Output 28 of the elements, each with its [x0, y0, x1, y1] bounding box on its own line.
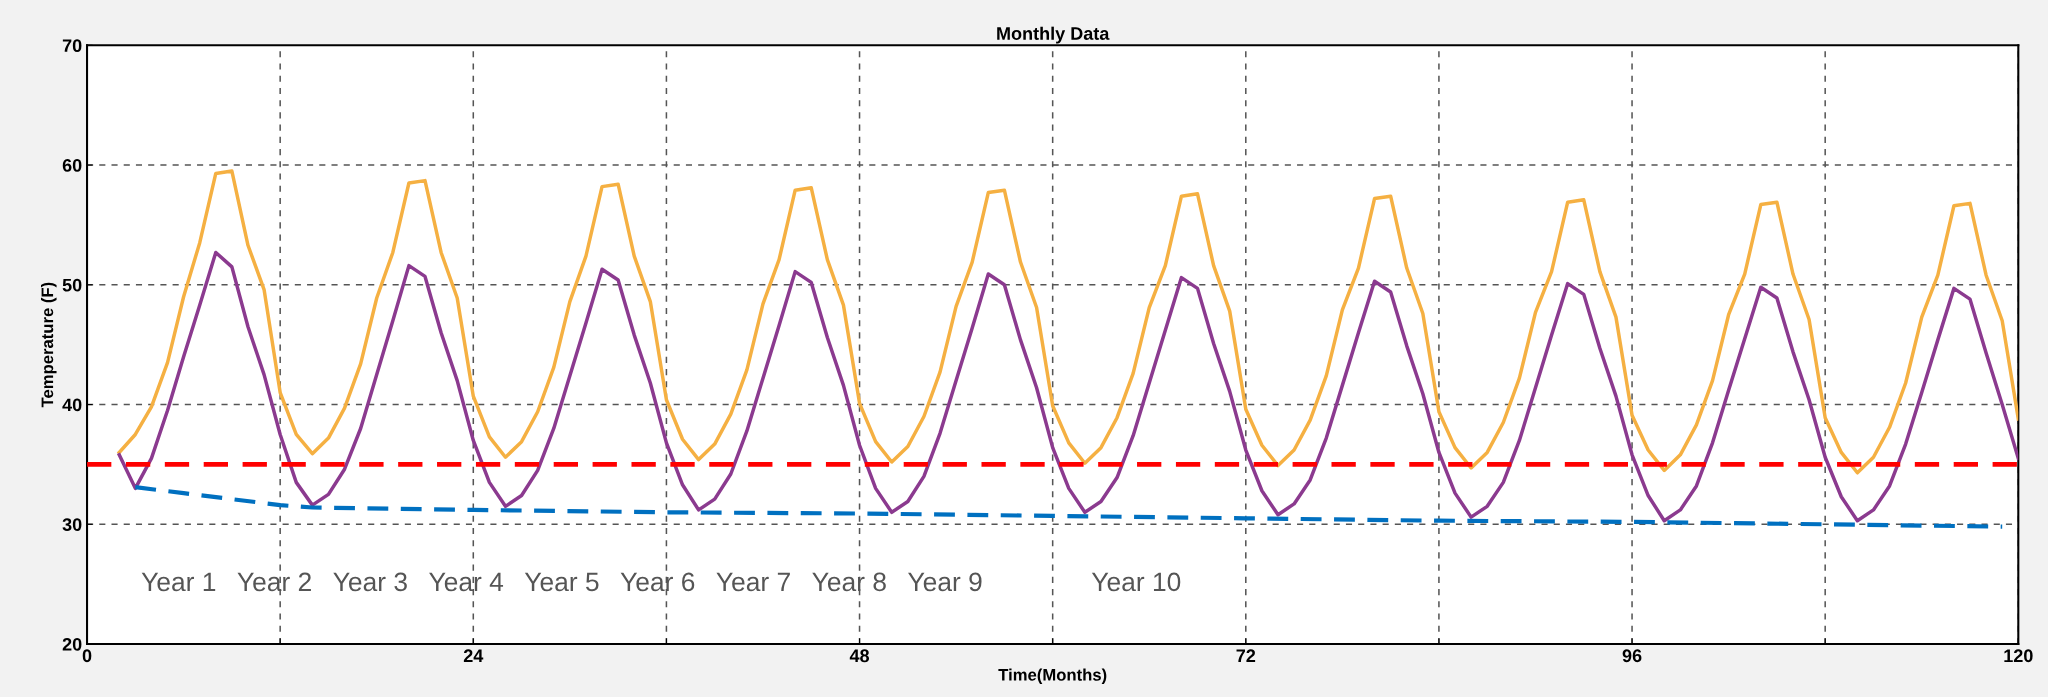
- line-series: [133, 485, 2005, 529]
- y-tick-label: 70: [62, 39, 82, 53]
- y-axis-title: Temperature (F): [41, 282, 57, 408]
- y-tick-label: 30: [62, 518, 82, 532]
- line-series: [117, 169, 2019, 475]
- line-series: [117, 250, 2019, 523]
- x-tick-label: 120: [2004, 649, 2033, 663]
- annotation: Year 4: [429, 572, 504, 592]
- annotation: Year 9: [908, 572, 982, 592]
- y-tick-label: 60: [62, 158, 82, 172]
- x-tick-label: 72: [1236, 649, 1256, 662]
- annotation: Year 10: [1091, 572, 1181, 592]
- annotation: Year 8: [812, 572, 886, 592]
- x-tick-label: 24: [463, 649, 484, 662]
- x-tick-label: 96: [1622, 649, 1642, 663]
- y-tick-label: 20: [62, 637, 82, 651]
- chart-title: Monthly Data: [997, 26, 1110, 44]
- annotation: Year 6: [620, 572, 695, 592]
- x-axis-title: Time(Months): [998, 668, 1107, 685]
- y-tick-label: 50: [62, 278, 82, 292]
- annotation: Year 5: [524, 572, 599, 592]
- x-tick-label: 48: [849, 649, 870, 663]
- x-tick-label: 0: [82, 649, 92, 663]
- annotation: Year 3: [333, 572, 407, 592]
- annotation: Year 2: [237, 572, 311, 592]
- annotation: Year 1: [141, 572, 216, 592]
- annotation: Year 7: [716, 572, 790, 592]
- y-tick-label: 40: [62, 398, 82, 412]
